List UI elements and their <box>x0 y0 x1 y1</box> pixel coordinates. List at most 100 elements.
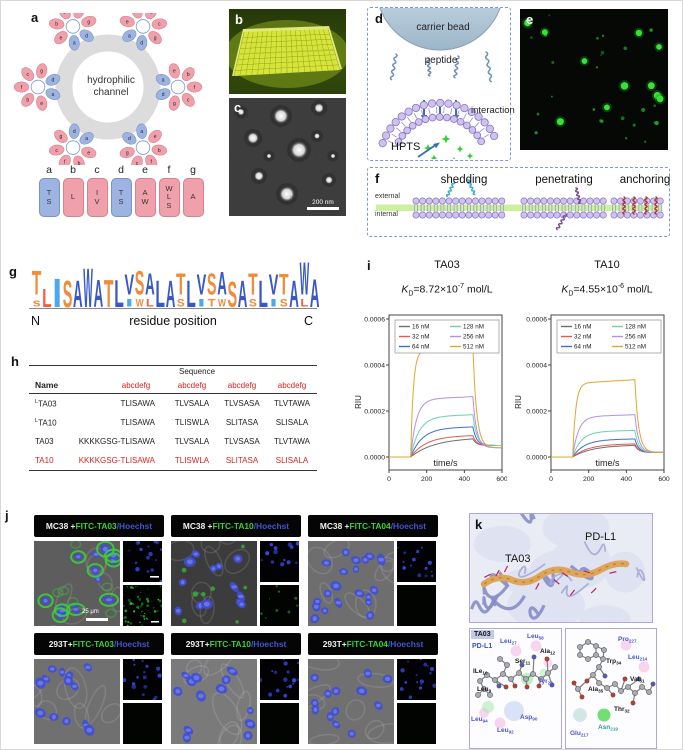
heptad-letter: e <box>142 164 148 176</box>
svg-text:f: f <box>194 85 196 91</box>
logo-letter: S <box>207 268 217 302</box>
logo-letter-minor: S <box>280 298 288 310</box>
svg-text:f: f <box>151 13 153 16</box>
residue-label: Ala35 <box>588 686 604 694</box>
kd-value-ta10: KD=4.55×10-6 mol/L <box>561 283 653 298</box>
mode-anchoring-label: anchoring <box>619 174 671 186</box>
table-row: TA10 KKKKGSG-TLISAWA TLISWLA SLITASA SLISALA <box>29 451 317 470</box>
image-title-bar: 293T+ FITC-TA03/Hoechst <box>34 633 164 655</box>
sensorgram-curve <box>551 438 664 458</box>
interaction-label: interaction <box>471 105 515 116</box>
residue-label: Tyr28 <box>538 678 553 686</box>
svg-text:e: e <box>154 134 157 140</box>
residue-label: Thr32 <box>614 706 630 714</box>
svg-text:a: a <box>128 33 131 39</box>
svg-text:time/s: time/s <box>433 458 458 468</box>
residue-label: Val31 <box>630 676 645 684</box>
hoechst-channel-image <box>123 659 162 700</box>
svg-text:d: d <box>162 92 165 98</box>
residue-letter: S <box>46 196 52 206</box>
image-title-bar: 293T+ FITC-TA10/Hoechst <box>171 633 301 655</box>
residue-label: Leu27 <box>500 638 517 646</box>
spr-sensorgram-ta10: 0.0000 0.0002 0.0004 0.0006 0 200 400 600 RIU tim… <box>509 307 671 493</box>
svg-text:b: b <box>136 13 139 15</box>
svg-text:g: g <box>173 101 176 107</box>
cell-sequence: TLVSASA <box>224 437 260 446</box>
hoechst-channel-image <box>397 541 436 582</box>
residue-label: ILe10 <box>473 668 488 676</box>
logo-letter-minor: I <box>270 298 278 310</box>
residue-label: Leu214 <box>628 654 648 662</box>
svg-text:0.0000: 0.0000 <box>526 454 547 461</box>
residue-letter: T <box>118 187 124 197</box>
probe-label: FITC-TA04 <box>346 639 388 649</box>
logo-letter: S <box>63 274 73 316</box>
svg-text:c: c <box>136 161 139 165</box>
cell-line-label: MC38 + <box>319 521 350 531</box>
heptad-residue-box: L <box>62 178 84 217</box>
logo-letter-minor: s <box>33 298 41 310</box>
hydrophilic-channel-label: hydrophilic channel <box>87 75 135 98</box>
interaction-map-1: Leu27 Leu58 Ala12 Ser11 ILe10 Tyr28 Leu9 Leu94 L… <box>469 628 562 749</box>
logo-letter-minor: T <box>208 298 216 310</box>
logo-letter: A <box>217 266 227 302</box>
svg-text:b: b <box>26 98 29 104</box>
logo-axis-label: residue position <box>129 314 217 328</box>
heptad-letter: a <box>46 164 52 176</box>
svg-text:0.0002: 0.0002 <box>526 408 547 415</box>
svg-text:c: c <box>187 98 190 104</box>
hoechst-channel-image <box>260 659 299 700</box>
logo-letter: A <box>289 274 299 316</box>
cell-sequence: KKKKGSG-TLISAWA <box>78 456 155 465</box>
logo-letter: V <box>269 270 279 302</box>
svg-text:0.0004: 0.0004 <box>364 362 385 369</box>
svg-text:d: d <box>128 136 131 142</box>
table-row: LTA10 TLISAWA TLISWLA SLITASA SLISALA <box>29 413 317 432</box>
svg-text:600: 600 <box>496 476 507 483</box>
dye-label: /Hoechst <box>390 521 427 531</box>
svg-text:e: e <box>60 35 63 41</box>
cell-sequence: SLISALA <box>275 456 309 465</box>
dye-label: /Hoechst <box>113 639 150 649</box>
col-header-sequence: Sequence <box>178 367 216 376</box>
svg-text:0.0006: 0.0006 <box>526 316 547 323</box>
svg-text:400: 400 <box>459 476 471 483</box>
cell-sequence: TLISWLA <box>174 418 210 427</box>
residue-label: Leu9 <box>477 686 492 694</box>
merged-micrograph <box>34 659 120 744</box>
residue-label: Leu58 <box>527 633 544 641</box>
logo-letter: V <box>125 270 135 302</box>
svg-text:b: b <box>158 148 161 154</box>
legend-entry: 128 nM <box>625 324 646 331</box>
svg-text:e: e <box>173 69 176 75</box>
logo-letter-minor: I <box>197 298 205 310</box>
residue-label: Leu94 <box>471 716 488 724</box>
scale-bar-label: 25 μm <box>82 609 99 615</box>
svg-text:c: c <box>26 72 29 78</box>
image-title-bar: MC38 + FITC-TA04/Hoechst <box>308 515 438 537</box>
mode-penetrating-label: penetrating <box>535 174 593 186</box>
col-header-abcdefg-4: abcdefg <box>277 381 307 390</box>
svg-text:a: a <box>85 136 88 142</box>
logo-letter-minor: S <box>249 298 257 310</box>
logo-letter: L <box>42 285 52 313</box>
svg-text:g: g <box>154 35 157 41</box>
tem-scale-bar-label: 200 nm <box>312 199 334 206</box>
helical-wheel-diagram: a e b f c g d a e b f c g d a e b f c g d a e b f c g d a e b f c g d a e b f c… <box>13 13 203 165</box>
cell-line-label: MC38 + <box>45 521 76 531</box>
svg-text:d: d <box>51 78 54 84</box>
sensorgram-curve <box>389 345 502 458</box>
logo-letter: A <box>310 272 320 316</box>
residue-label: Glu217 <box>570 730 589 738</box>
svg-text:RIU: RIU <box>354 395 363 409</box>
logo-letter-minor: L <box>300 298 308 310</box>
residue-label: Pro227 <box>618 636 637 644</box>
legend-entry: 64 nM <box>412 344 430 351</box>
residue-letter: W <box>141 196 149 206</box>
svg-text:g: g <box>40 69 43 75</box>
